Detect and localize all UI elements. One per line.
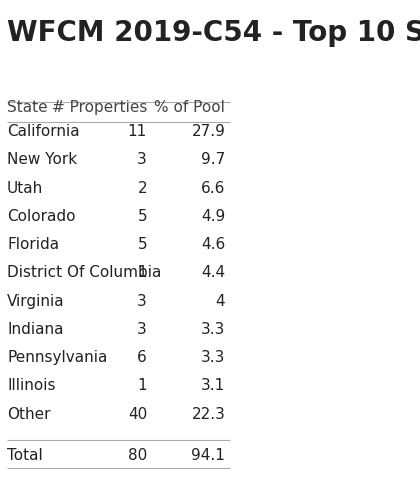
Text: Virginia: Virginia bbox=[7, 294, 65, 309]
Text: 4.9: 4.9 bbox=[201, 209, 225, 224]
Text: 4.6: 4.6 bbox=[201, 237, 225, 252]
Text: 5: 5 bbox=[137, 209, 147, 224]
Text: Illinois: Illinois bbox=[7, 378, 55, 393]
Text: California: California bbox=[7, 124, 80, 139]
Text: 3: 3 bbox=[137, 294, 147, 309]
Text: 4: 4 bbox=[215, 294, 225, 309]
Text: Utah: Utah bbox=[7, 181, 43, 196]
Text: 11: 11 bbox=[128, 124, 147, 139]
Text: 9.7: 9.7 bbox=[201, 152, 225, 168]
Text: 4.4: 4.4 bbox=[201, 265, 225, 281]
Text: 6.6: 6.6 bbox=[201, 181, 225, 196]
Text: # Properties: # Properties bbox=[52, 100, 147, 115]
Text: 3.3: 3.3 bbox=[201, 350, 225, 365]
Text: 1: 1 bbox=[137, 378, 147, 393]
Text: 6: 6 bbox=[137, 350, 147, 365]
Text: Florida: Florida bbox=[7, 237, 59, 252]
Text: Other: Other bbox=[7, 407, 51, 422]
Text: Total: Total bbox=[7, 448, 43, 463]
Text: 80: 80 bbox=[128, 448, 147, 463]
Text: 5: 5 bbox=[137, 237, 147, 252]
Text: Colorado: Colorado bbox=[7, 209, 76, 224]
Text: 3: 3 bbox=[137, 322, 147, 337]
Text: % of Pool: % of Pool bbox=[155, 100, 225, 115]
Text: 3.1: 3.1 bbox=[201, 378, 225, 393]
Text: 40: 40 bbox=[128, 407, 147, 422]
Text: 94.1: 94.1 bbox=[192, 448, 225, 463]
Text: Indiana: Indiana bbox=[7, 322, 63, 337]
Text: 1: 1 bbox=[137, 265, 147, 281]
Text: District Of Columbia: District Of Columbia bbox=[7, 265, 161, 281]
Text: 2: 2 bbox=[137, 181, 147, 196]
Text: New York: New York bbox=[7, 152, 77, 168]
Text: WFCM 2019-C54 - Top 10 States: WFCM 2019-C54 - Top 10 States bbox=[7, 19, 420, 47]
Text: 22.3: 22.3 bbox=[192, 407, 225, 422]
Text: 3: 3 bbox=[137, 152, 147, 168]
Text: Pennsylvania: Pennsylvania bbox=[7, 350, 108, 365]
Text: 3.3: 3.3 bbox=[201, 322, 225, 337]
Text: 27.9: 27.9 bbox=[192, 124, 225, 139]
Text: State: State bbox=[7, 100, 48, 115]
